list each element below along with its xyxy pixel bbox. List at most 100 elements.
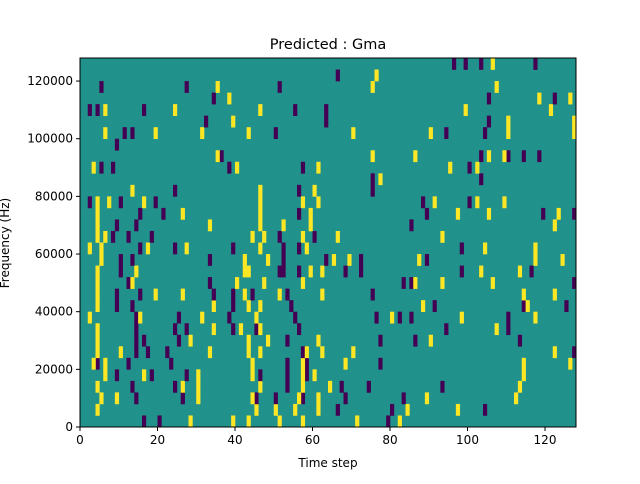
- heatmap-cell-low: [289, 300, 294, 312]
- heatmap-cell-high: [258, 104, 263, 116]
- heatmap-cell-high: [455, 207, 461, 220]
- heatmap-cell-low: [176, 334, 182, 347]
- heatmap-cell-low: [409, 219, 414, 232]
- heatmap-cell-low: [130, 127, 135, 140]
- heatmap-cell-low: [285, 357, 290, 370]
- heatmap-cell-low: [386, 415, 391, 428]
- heatmap-cell-low: [114, 300, 120, 312]
- heatmap-cell-low: [479, 58, 484, 70]
- heatmap-cell-low: [297, 323, 302, 336]
- heatmap-cell-low: [157, 415, 162, 428]
- heatmap-cell-high: [254, 311, 259, 324]
- heatmap-cell-high: [242, 265, 247, 278]
- heatmap-cell-high: [266, 334, 271, 347]
- heatmap-cell-low: [204, 115, 209, 128]
- heatmap-cell-high: [424, 392, 430, 405]
- heatmap-cell-high: [95, 196, 100, 209]
- heatmap-cell-low: [118, 196, 123, 209]
- heatmap-cell-high: [397, 415, 402, 428]
- heatmap-cell-high: [211, 300, 216, 312]
- heatmap-cell-low: [122, 127, 127, 140]
- heatmap-cell-low: [126, 357, 131, 370]
- heatmap-cell-high: [502, 196, 507, 209]
- heatmap-cell-high: [258, 242, 263, 255]
- heatmap-cell-low: [111, 230, 116, 243]
- heatmap-cell-high: [328, 380, 333, 393]
- heatmap-cell-high: [145, 242, 151, 255]
- heatmap-cell-high: [320, 265, 325, 278]
- heatmap-cell-low: [366, 380, 371, 393]
- heatmap-cell-low: [483, 403, 488, 416]
- heatmap-cell-low: [87, 196, 92, 209]
- heatmap-cell-low: [343, 392, 348, 405]
- heatmap-cell-low: [114, 288, 120, 301]
- heatmap-cell-low: [541, 207, 546, 220]
- heatmap-cell-low: [231, 288, 236, 301]
- heatmap-cell-high: [486, 150, 492, 163]
- heatmap-cell-low: [142, 104, 147, 116]
- heatmap-cell-low: [529, 265, 534, 278]
- heatmap-cell-low: [95, 357, 100, 370]
- heatmap-cell-low: [165, 346, 170, 359]
- heatmap-cell-low: [533, 58, 538, 70]
- heatmap-cell-low: [254, 323, 259, 336]
- heatmap-cell-low: [134, 323, 139, 336]
- heatmap-cell-low: [564, 300, 569, 312]
- heatmap-cell-high: [103, 357, 108, 370]
- heatmap-cell-high: [548, 104, 554, 116]
- heatmap-cell-high: [258, 207, 263, 220]
- heatmap-cell-low: [467, 161, 472, 174]
- heatmap-cell-high: [448, 161, 453, 174]
- heatmap-cell-low: [370, 288, 375, 301]
- y-tick-label: 20000: [35, 362, 73, 376]
- heatmap-cell-low: [169, 357, 174, 370]
- heatmap-cell-low: [118, 265, 123, 278]
- heatmap-cell-low: [397, 311, 402, 324]
- heatmap-cell-low: [521, 150, 526, 163]
- heatmap-cell-low: [552, 92, 557, 105]
- heatmap-cell-low: [111, 161, 116, 174]
- heatmap-cells: [80, 58, 577, 428]
- heatmap-cell-high: [537, 92, 542, 105]
- heatmap-cell-high: [533, 254, 538, 266]
- heatmap-cell-high: [378, 173, 383, 186]
- heatmap-cell-high: [517, 380, 523, 393]
- heatmap-cell-high: [114, 392, 120, 405]
- heatmap-cell-low: [459, 265, 464, 278]
- heatmap-cell-high: [231, 115, 236, 128]
- heatmap-cell-low: [130, 380, 135, 393]
- heatmap-cell-low: [463, 58, 468, 70]
- heatmap-cell-low: [126, 230, 131, 243]
- heatmap-cell-high: [533, 242, 538, 255]
- heatmap-cell-low: [126, 277, 131, 289]
- heatmap-cell-high: [99, 242, 104, 255]
- heatmap-cell-low: [521, 300, 526, 312]
- heatmap-cell-low: [134, 311, 139, 324]
- heatmap-cell-low: [184, 323, 189, 336]
- heatmap-cell-low: [142, 334, 147, 347]
- heatmap-cell-high: [351, 346, 356, 359]
- heatmap-cell-high: [413, 150, 418, 163]
- heatmap-cell-low: [452, 58, 457, 70]
- heatmap-cell-low: [486, 92, 492, 105]
- heatmap-cell-high: [316, 161, 321, 174]
- heatmap-cell-low: [231, 300, 236, 312]
- heatmap-cell-low: [517, 334, 523, 347]
- heatmap-cell-high: [355, 415, 360, 428]
- heatmap-cell-high: [521, 288, 526, 301]
- heatmap-cell-low: [324, 254, 329, 266]
- heatmap-cell-high: [246, 127, 251, 140]
- heatmap-cell-high: [300, 230, 306, 243]
- heatmap-cell-high: [246, 415, 251, 428]
- heatmap-cell-high: [107, 196, 112, 209]
- heatmap-cell-low: [285, 380, 290, 393]
- heatmap-cell-high: [335, 230, 340, 243]
- heatmap-cell-high: [300, 357, 306, 370]
- heatmap-cell-high: [95, 230, 100, 243]
- heatmap-cell-low: [401, 392, 406, 405]
- heatmap-cell-low: [134, 392, 139, 405]
- heatmap-cell-high: [188, 415, 193, 428]
- heatmap-cell-low: [134, 334, 139, 347]
- heatmap-cell-high: [331, 254, 337, 266]
- heatmap-cell-low: [207, 254, 213, 266]
